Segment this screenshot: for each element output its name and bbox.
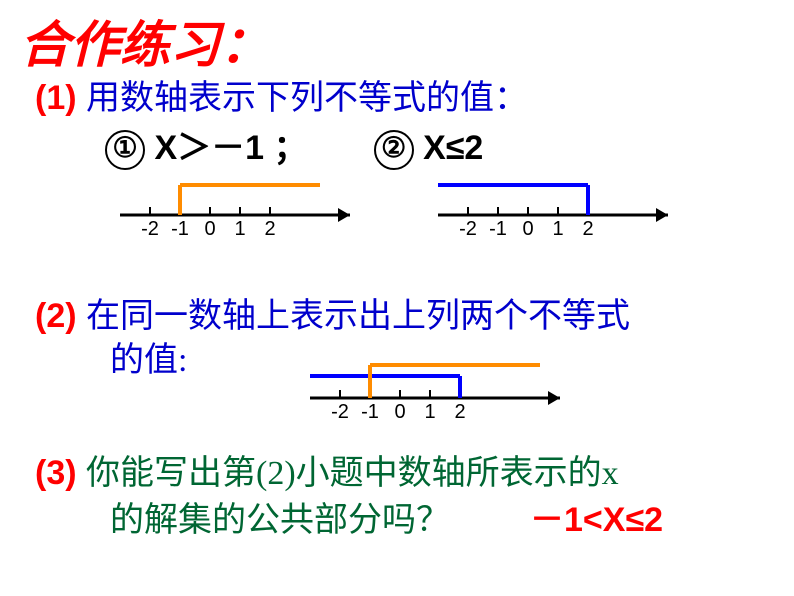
q3-num: (3) [35, 454, 77, 492]
q2-text2: 的值: [110, 332, 187, 381]
q2-num: (2) [35, 297, 77, 335]
q3-text: 你能写出第(2)小题中数轴所表示的x [86, 455, 619, 492]
q3-answer: －1<X≤2 [530, 492, 663, 541]
q3-text2: 的解集的公共部分吗？ [110, 492, 450, 541]
q1-num: (1) [35, 79, 77, 117]
title: 合作练习： [20, 5, 270, 77]
axis-labels-3: -2-1012 [310, 401, 475, 424]
expr1: X＞－1 ； [145, 129, 317, 167]
circle-2: ② [374, 130, 414, 170]
axis-labels-2: -2-1012 [438, 218, 603, 241]
q2-line: (2) 在同一数轴上表示出上列两个不等式 [35, 288, 630, 337]
circle-1: ① [105, 130, 145, 170]
axis-labels-1: -2-1012 [120, 218, 285, 241]
expr2: X≤2 [414, 129, 484, 167]
q3-line: (3) 你能写出第(2)小题中数轴所表示的x [35, 445, 619, 494]
q1-text: 用数轴表示下列不等式的值： [86, 80, 528, 117]
q2-text: 在同一数轴上表示出上列两个不等式 [86, 298, 630, 335]
q1-line: (1) 用数轴表示下列不等式的值： [35, 70, 528, 119]
expr-row: ① X＞－1 ； ② X≤2 [105, 120, 483, 170]
